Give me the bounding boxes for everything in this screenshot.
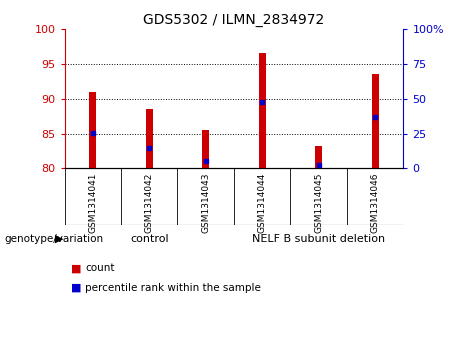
Bar <box>315 146 322 168</box>
Bar <box>202 130 209 168</box>
Text: GSM1314042: GSM1314042 <box>145 173 154 233</box>
Text: GSM1314045: GSM1314045 <box>314 173 323 233</box>
Text: NELF B subunit deletion: NELF B subunit deletion <box>252 234 385 244</box>
Text: ■: ■ <box>71 283 82 293</box>
Text: percentile rank within the sample: percentile rank within the sample <box>85 283 261 293</box>
Title: GDS5302 / ILMN_2834972: GDS5302 / ILMN_2834972 <box>143 13 325 26</box>
Text: genotype/variation: genotype/variation <box>5 234 104 244</box>
Bar <box>259 53 266 168</box>
Bar <box>372 74 378 168</box>
Text: ▶: ▶ <box>55 234 63 244</box>
Text: GSM1314044: GSM1314044 <box>258 173 267 233</box>
Text: ■: ■ <box>71 263 82 273</box>
Bar <box>146 109 153 168</box>
Text: GSM1314041: GSM1314041 <box>88 173 97 233</box>
Bar <box>89 92 96 168</box>
Text: count: count <box>85 263 115 273</box>
Text: GSM1314046: GSM1314046 <box>371 173 380 233</box>
Text: control: control <box>130 234 169 244</box>
Text: GSM1314043: GSM1314043 <box>201 173 210 233</box>
